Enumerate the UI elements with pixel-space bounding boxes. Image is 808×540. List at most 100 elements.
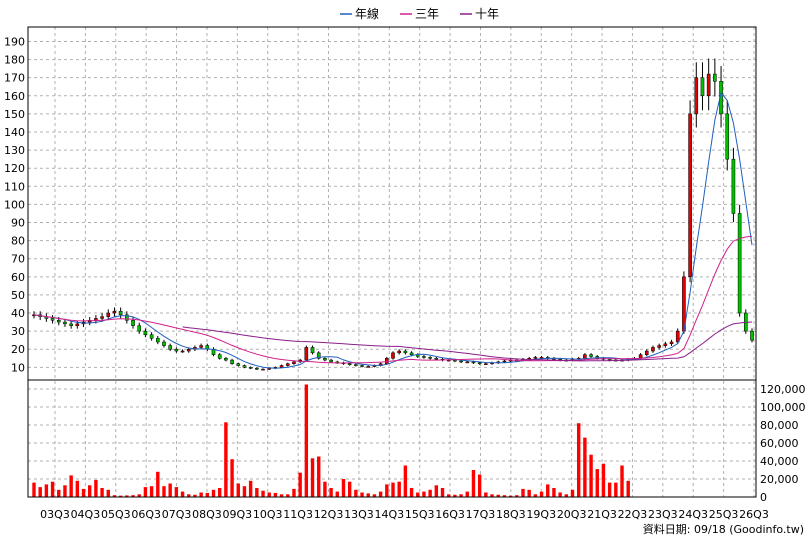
- volume-bar: [224, 422, 228, 497]
- volume-bar: [248, 480, 253, 497]
- volume-bar: [360, 492, 364, 497]
- volume-tick-label: 120,000: [760, 383, 806, 396]
- volume-bar: [440, 488, 445, 497]
- candle-body: [644, 350, 649, 355]
- volume-bar: [515, 495, 519, 497]
- candle-body: [397, 350, 401, 354]
- candle-body: [50, 318, 55, 321]
- candle-body: [329, 359, 333, 363]
- volume-bar: [570, 489, 575, 497]
- candle-body: [453, 359, 457, 362]
- x-tick-label: 08Q3: [192, 508, 222, 521]
- candle-body: [675, 330, 680, 343]
- volume-bar: [187, 494, 191, 497]
- candle-body: [162, 341, 166, 346]
- candle-body: [434, 358, 439, 360]
- volume-bar: [335, 491, 339, 497]
- volume-bar: [279, 494, 284, 497]
- price-tick-label: 130: [4, 144, 25, 157]
- volume-bar: [75, 480, 80, 497]
- volume-bar: [378, 491, 383, 497]
- volume-bar: [471, 470, 476, 497]
- volume-bar: [63, 485, 67, 497]
- volume-tick-label: 100,000: [760, 401, 806, 414]
- candle-body: [713, 73, 717, 82]
- price-tick-label: 190: [4, 35, 25, 48]
- volume-bar: [403, 465, 408, 497]
- x-tick-label: 04Q3: [71, 508, 101, 521]
- volume-bar: [453, 494, 457, 497]
- volume-bar: [236, 483, 240, 497]
- legend-entry-0: 年線: [355, 6, 379, 21]
- volume-tick-label: 60,000: [760, 437, 799, 450]
- volume-bar: [162, 486, 166, 497]
- volume-bar: [601, 463, 606, 497]
- volume-bar: [273, 492, 278, 497]
- volume-bar: [416, 492, 420, 497]
- x-tick-label: 19Q3: [526, 508, 556, 521]
- volume-bar: [304, 384, 309, 497]
- volume-bar: [428, 489, 432, 497]
- volume-bar: [347, 481, 352, 497]
- volume-axis-labels: 0 20,000 40,000 60,000 80,000 100,000 120,000: [760, 383, 806, 504]
- volume-bar: [372, 494, 377, 497]
- volume-bar: [496, 494, 500, 497]
- candle-body: [589, 354, 593, 357]
- x-tick-label: 13Q3: [344, 508, 374, 521]
- volume-bar: [409, 488, 414, 497]
- source-note: 資料日期: 09/18 (Goodinfo.tw): [643, 522, 804, 536]
- x-tick-label: 06Q3: [131, 508, 161, 521]
- candle-body: [94, 318, 98, 321]
- candle-body: [143, 330, 148, 335]
- price-tick-label: 40: [11, 307, 25, 320]
- price-tick-label: 160: [4, 90, 25, 103]
- price-tick-label: 120: [4, 162, 25, 175]
- price-tick-label: 50: [11, 289, 25, 302]
- volume-bar: [539, 491, 544, 497]
- plot-frame: [27, 26, 757, 498]
- candle-body: [366, 366, 371, 368]
- candle-body: [657, 345, 661, 348]
- candle-body: [131, 320, 135, 326]
- volume-bar: [397, 481, 401, 497]
- candle-body: [354, 364, 358, 366]
- x-tick-label: 09Q3: [223, 508, 253, 521]
- volume-bar: [81, 488, 86, 497]
- candle-body: [323, 358, 327, 361]
- volume-bar: [391, 482, 395, 497]
- candle-body: [224, 358, 228, 361]
- volume-bar: [323, 481, 327, 497]
- candle-body: [149, 334, 154, 339]
- x-tick-label: 21Q3: [587, 508, 617, 521]
- candle-body: [391, 352, 395, 359]
- volume-bar: [125, 495, 129, 497]
- ma-line-1: [33, 235, 753, 364]
- price-tick-label: 80: [11, 235, 25, 248]
- volume-bar: [44, 484, 49, 497]
- volume-bar: [552, 488, 556, 497]
- volume-bar: [180, 491, 185, 497]
- volume-bar: [341, 479, 346, 497]
- volume-bar: [595, 469, 599, 497]
- volume-tick-label: 40,000: [760, 455, 799, 468]
- plot-border: [27, 26, 757, 498]
- x-tick-label: 10Q3: [253, 508, 283, 521]
- candle-body: [199, 345, 203, 348]
- volume-bar: [521, 488, 525, 497]
- volume-bar: [32, 482, 36, 497]
- volume-bar: [211, 489, 216, 497]
- price-tick-label: 110: [4, 180, 25, 193]
- volume-bar: [143, 487, 148, 497]
- candle-body: [230, 359, 234, 364]
- volume-bar: [50, 481, 55, 497]
- price-axis-labels: 10 20 30 40 50 60 70 80 90 100 110 120 130 140 150 160 1…: [4, 35, 25, 374]
- price-tick-label: 90: [11, 217, 25, 230]
- price-tick-label: 150: [4, 108, 25, 121]
- volume-bar: [508, 495, 513, 497]
- price-tick-label: 70: [11, 253, 25, 266]
- volume-bar: [255, 488, 259, 497]
- price-tick-label: 20: [11, 343, 25, 356]
- volume-bar: [385, 484, 389, 497]
- volume-bar: [168, 483, 172, 497]
- x-tick-label: 05Q3: [101, 508, 131, 521]
